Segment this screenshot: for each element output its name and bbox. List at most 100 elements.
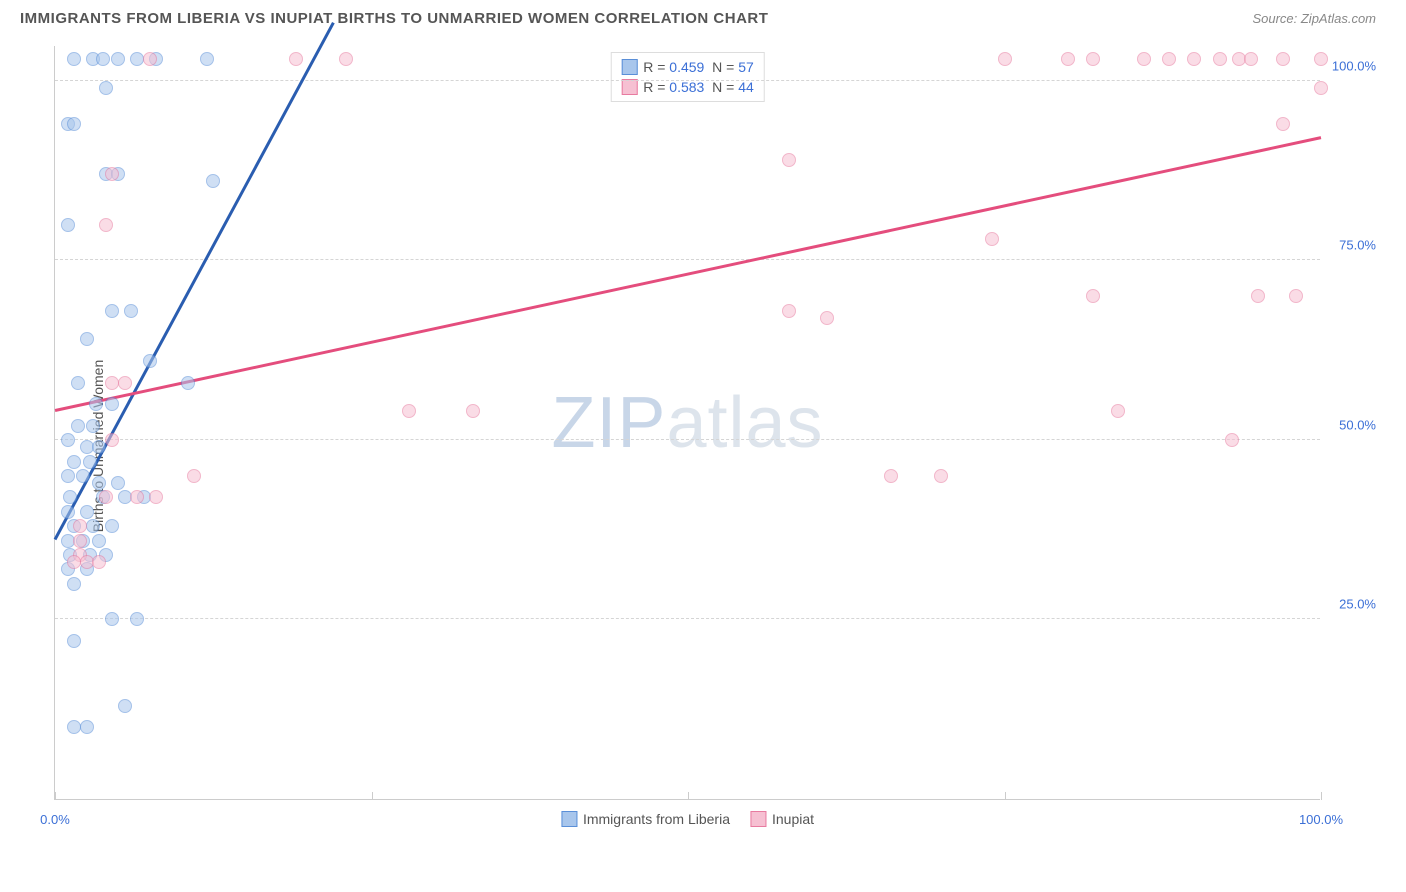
x-tick-mark [372, 792, 373, 800]
chart-title: IMMIGRANTS FROM LIBERIA VS INUPIAT BIRTH… [20, 10, 768, 27]
scatter-point [130, 490, 144, 504]
scatter-point [1162, 52, 1176, 66]
scatter-point [105, 167, 119, 181]
scatter-point [83, 455, 97, 469]
scatter-point [71, 419, 85, 433]
scatter-point [124, 304, 138, 318]
scatter-point [67, 577, 81, 591]
legend-item: Inupiat [750, 811, 814, 827]
x-tick-label: 100.0% [1299, 812, 1343, 827]
scatter-point [884, 469, 898, 483]
scatter-point [143, 354, 157, 368]
scatter-point [96, 52, 110, 66]
legend-swatch [621, 59, 637, 75]
header: IMMIGRANTS FROM LIBERIA VS INUPIAT BIRTH… [0, 0, 1406, 33]
scatter-point [1111, 404, 1125, 418]
trend-line [55, 136, 1322, 411]
scatter-point [105, 397, 119, 411]
scatter-point [1187, 52, 1201, 66]
legend-label: Inupiat [772, 811, 814, 827]
legend-swatch [561, 811, 577, 827]
scatter-point [1213, 52, 1227, 66]
scatter-point [63, 490, 77, 504]
scatter-point [339, 52, 353, 66]
scatter-point [1314, 81, 1328, 95]
scatter-point [80, 505, 94, 519]
scatter-point [1137, 52, 1151, 66]
scatter-point [71, 376, 85, 390]
legend-label: Immigrants from Liberia [583, 811, 730, 827]
scatter-point [105, 433, 119, 447]
scatter-point [105, 612, 119, 626]
scatter-point [80, 720, 94, 734]
watermark-atlas: atlas [666, 383, 823, 463]
scatter-point [99, 490, 113, 504]
watermark-zip: ZIP [551, 383, 666, 463]
scatter-point [99, 218, 113, 232]
x-tick-mark [688, 792, 689, 800]
scatter-point [118, 699, 132, 713]
scatter-point [111, 476, 125, 490]
scatter-point [92, 534, 106, 548]
scatter-point [130, 612, 144, 626]
scatter-point [200, 52, 214, 66]
scatter-point [73, 519, 87, 533]
scatter-point [402, 404, 416, 418]
scatter-point [61, 218, 75, 232]
scatter-point [67, 117, 81, 131]
scatter-point [181, 376, 195, 390]
scatter-point [105, 304, 119, 318]
source-attribution: Source: ZipAtlas.com [1252, 11, 1376, 26]
scatter-point [1244, 52, 1258, 66]
y-tick-label: 25.0% [1339, 597, 1376, 612]
scatter-point [289, 52, 303, 66]
gridline [55, 439, 1320, 440]
scatter-point [187, 469, 201, 483]
scatter-point [73, 534, 87, 548]
x-tick-mark [55, 792, 56, 800]
scatter-point [998, 52, 1012, 66]
chart-container: ZIPatlas R = 0.459 N = 57 R = 0.583 N = 4… [54, 46, 1376, 804]
series-legend: Immigrants from Liberia Inupiat [561, 811, 814, 827]
scatter-point [86, 519, 100, 533]
legend-swatch [621, 79, 637, 95]
scatter-point [86, 419, 100, 433]
scatter-point [143, 52, 157, 66]
legend-text: R = 0.583 N = 44 [643, 79, 754, 95]
scatter-point [92, 440, 106, 454]
scatter-point [934, 469, 948, 483]
x-tick-label: 0.0% [40, 812, 70, 827]
scatter-point [92, 476, 106, 490]
y-tick-label: 75.0% [1339, 238, 1376, 253]
scatter-point [67, 634, 81, 648]
legend-row: R = 0.459 N = 57 [621, 57, 754, 77]
scatter-point [99, 81, 113, 95]
scatter-point [1251, 289, 1265, 303]
scatter-point [111, 52, 125, 66]
x-tick-mark [1321, 792, 1322, 800]
legend-text: R = 0.459 N = 57 [643, 59, 754, 75]
scatter-point [782, 304, 796, 318]
scatter-point [985, 232, 999, 246]
scatter-point [61, 469, 75, 483]
gridline [55, 80, 1320, 81]
scatter-point [1314, 52, 1328, 66]
scatter-point [206, 174, 220, 188]
scatter-point [1289, 289, 1303, 303]
scatter-point [1086, 289, 1100, 303]
scatter-point [67, 52, 81, 66]
gridline [55, 259, 1320, 260]
legend-swatch [750, 811, 766, 827]
scatter-point [1276, 52, 1290, 66]
correlation-legend: R = 0.459 N = 57 R = 0.583 N = 44 [610, 52, 765, 102]
legend-item: Immigrants from Liberia [561, 811, 730, 827]
plot-area: ZIPatlas R = 0.459 N = 57 R = 0.583 N = 4… [54, 46, 1320, 800]
scatter-point [92, 555, 106, 569]
scatter-point [61, 505, 75, 519]
x-tick-mark [1005, 792, 1006, 800]
scatter-point [118, 376, 132, 390]
scatter-point [1225, 433, 1239, 447]
scatter-point [1061, 52, 1075, 66]
y-tick-label: 100.0% [1332, 58, 1376, 73]
watermark: ZIPatlas [551, 382, 823, 464]
